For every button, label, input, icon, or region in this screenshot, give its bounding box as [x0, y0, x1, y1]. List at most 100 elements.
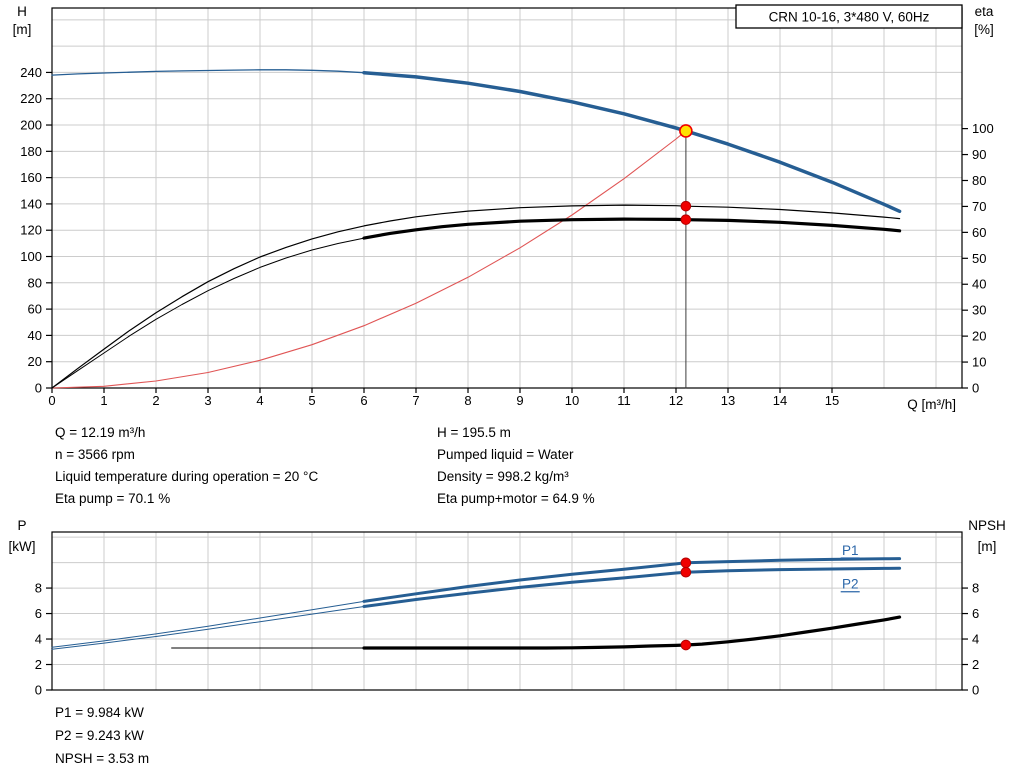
- x-tick-label: 9: [516, 393, 523, 408]
- pump-title: CRN 10-16, 3*480 V, 60Hz: [769, 10, 930, 25]
- y-right-tick-label: 6: [972, 606, 979, 621]
- p1-curve-thin: [51, 600, 365, 648]
- duty-point: [679, 124, 693, 138]
- y-left-tick-label: 140: [20, 196, 42, 211]
- power-npsh-chart: 0 2 4 6 8 0 2 4 6 8 P1 P2 P [kW] NPSH [m]: [9, 518, 1006, 698]
- stat-eta-pump-motor: Eta pump+motor = 64.9 %: [437, 491, 595, 506]
- y-right-tick-label: 50: [972, 251, 986, 266]
- y-right-tick-label: 30: [972, 303, 986, 318]
- y-right-tick-label: 20: [972, 329, 986, 344]
- stat-head: H = 195.5 m: [437, 425, 511, 440]
- y-right-tick-label: 90: [972, 147, 986, 162]
- stat-flow: Q = 12.19 m³/h: [55, 425, 146, 440]
- x-tick-label: 3: [204, 393, 211, 408]
- y-left-tick-label: 160: [20, 170, 42, 185]
- y-left-axis-label: H: [17, 4, 27, 19]
- y-right-axis-label: eta: [975, 4, 994, 19]
- y-right-tick-label: 0: [972, 381, 979, 396]
- p2-curve-bold: [362, 566, 902, 608]
- stat-p1: P1 = 9.984 kW: [55, 705, 144, 720]
- y-left-axis-label: P: [17, 518, 26, 533]
- y-left-tick-label: 8: [35, 581, 42, 596]
- x-tick-label: 0: [48, 393, 55, 408]
- x-axis-label: Q [m³/h]: [907, 397, 956, 412]
- y-left-tick-label: 80: [28, 275, 42, 290]
- y-left-tick-label: 20: [28, 354, 42, 369]
- stat-eta-pump: Eta pump = 70.1 %: [55, 491, 171, 506]
- y-right-tick-label: 8: [972, 581, 979, 596]
- p2-label: P2: [842, 577, 859, 592]
- y-right-axis-unit: [m]: [978, 539, 997, 554]
- y-right-tick-label: 0: [972, 683, 979, 698]
- duty-stats-right-column: H = 195.5 m Pumped liquid = Water Densit…: [437, 422, 595, 510]
- x-tick-label: 1: [100, 393, 107, 408]
- y-right-tick-label: 4: [972, 632, 979, 647]
- x-tick-label: 8: [464, 393, 471, 408]
- x-tick-label: 12: [669, 393, 683, 408]
- x-tick-label: 11: [617, 393, 631, 408]
- y-right-tick-label: 100: [972, 121, 994, 136]
- p1-curve-bold: [362, 557, 902, 603]
- y-left-tick-label: 240: [20, 65, 42, 80]
- eta-pump-motor-curve-bold: [362, 217, 902, 240]
- eta-pump-point: [680, 200, 692, 212]
- power-stats-column: P1 = 9.984 kW P2 = 9.243 kW NPSH = 3.53 …: [55, 701, 149, 770]
- stat-pumped-liquid: Pumped liquid = Water: [437, 447, 574, 462]
- y-left-axis-unit: [kW]: [9, 539, 36, 554]
- duty-stats-left-column: Q = 12.19 m³/h n = 3566 rpm Liquid tempe…: [55, 422, 318, 510]
- plot-border: [51, 531, 963, 691]
- x-tick-label: 15: [825, 393, 839, 408]
- system-curve: [51, 130, 687, 389]
- stat-p2: P2 = 9.243 kW: [55, 728, 144, 743]
- y-left-tick-label: 120: [20, 223, 42, 238]
- y-left-tick-label: 180: [20, 144, 42, 159]
- stat-speed: n = 3566 rpm: [55, 447, 135, 462]
- y-left-tick-label: 6: [35, 606, 42, 621]
- y-left-tick-label: 200: [20, 118, 42, 133]
- x-tick-label: 5: [308, 393, 315, 408]
- x-tick-label: 10: [565, 393, 579, 408]
- x-tick-label: 7: [412, 393, 419, 408]
- y-left-tick-label: 60: [28, 302, 42, 317]
- pump-title-box: [735, 4, 963, 29]
- x-tick-label: 6: [360, 393, 367, 408]
- stat-liquid-temperature: Liquid temperature during operation = 20…: [55, 469, 319, 484]
- y-left-tick-label: 100: [20, 249, 42, 264]
- plot-border: [51, 7, 963, 389]
- y-right-tick-label: 80: [972, 173, 986, 188]
- y-left-tick-label: 220: [20, 91, 42, 106]
- y-left-tick-label: 4: [35, 632, 42, 647]
- eta-pump-curve: [51, 204, 901, 389]
- x-tick-label: 13: [721, 393, 735, 408]
- p1-point: [680, 557, 692, 569]
- stat-npsh: NPSH = 3.53 m: [55, 751, 150, 766]
- y-right-tick-label: 60: [972, 225, 986, 240]
- stat-density: Density = 998.2 kg/m³: [437, 469, 569, 484]
- y-left-tick-label: 0: [35, 381, 42, 396]
- head-curve-thin: [51, 69, 365, 76]
- y-right-tick-label: 2: [972, 657, 979, 672]
- p1-label: P1: [842, 543, 859, 558]
- y-left-tick-label: 40: [28, 328, 42, 343]
- y-right-tick-label: 40: [972, 277, 986, 292]
- p2-curve-thin: [51, 606, 365, 650]
- npsh-point: [680, 639, 692, 651]
- y-left-axis-unit: [m]: [13, 22, 32, 37]
- npsh-curve-bold: [362, 615, 902, 650]
- eta-pump-motor-curve-thin: [51, 237, 365, 389]
- y-right-axis-unit: [%]: [974, 22, 994, 37]
- qh-eta-chart: 0204060801001201401601802002202400102030…: [13, 4, 994, 412]
- y-right-tick-label: 70: [972, 199, 986, 214]
- x-tick-label: 14: [773, 393, 787, 408]
- y-right-axis-label: NPSH: [968, 518, 1006, 533]
- x-tick-label: 4: [256, 393, 263, 408]
- y-right-tick-label: 10: [972, 355, 986, 370]
- eta-pump-motor-point: [680, 214, 692, 225]
- p2-point: [680, 566, 692, 578]
- y-left-tick-label: 2: [35, 657, 42, 672]
- x-tick-label: 2: [152, 393, 159, 408]
- head-curve-bold: [362, 70, 902, 214]
- y-left-tick-label: 0: [35, 683, 42, 698]
